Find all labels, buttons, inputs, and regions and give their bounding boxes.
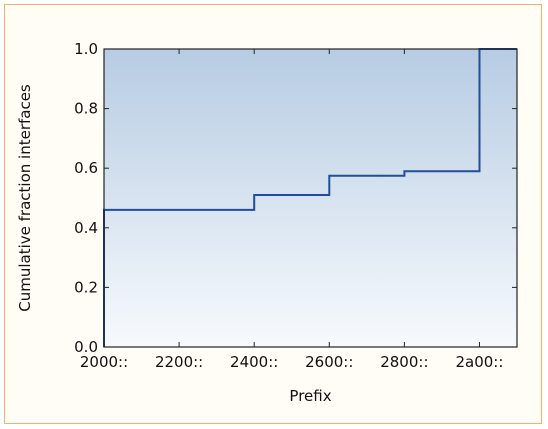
x-tick-label: 2400:: bbox=[230, 353, 278, 371]
y-axis-title: Cumulative fraction interfaces bbox=[16, 84, 34, 312]
plot-area bbox=[104, 49, 517, 347]
y-tick-label: 0.6 bbox=[74, 159, 98, 177]
y-tick-label: 0.4 bbox=[74, 219, 98, 237]
y-tick-label: 0.2 bbox=[74, 278, 98, 296]
x-tick-label: 2000:: bbox=[80, 353, 128, 371]
x-tick-label: 2800:: bbox=[380, 353, 428, 371]
x-tick-label: 2600:: bbox=[305, 353, 353, 371]
plot-frame bbox=[103, 48, 518, 348]
y-tick-label: 1.0 bbox=[74, 40, 98, 58]
x-axis-title: Prefix bbox=[289, 387, 331, 405]
cdf-step-line bbox=[103, 48, 517, 347]
x-tick-label: 2a00:: bbox=[455, 353, 503, 371]
y-tick-label: 0.0 bbox=[74, 338, 98, 356]
y-tick-label: 0.8 bbox=[74, 100, 98, 118]
x-tick-label: 2200:: bbox=[155, 353, 203, 371]
